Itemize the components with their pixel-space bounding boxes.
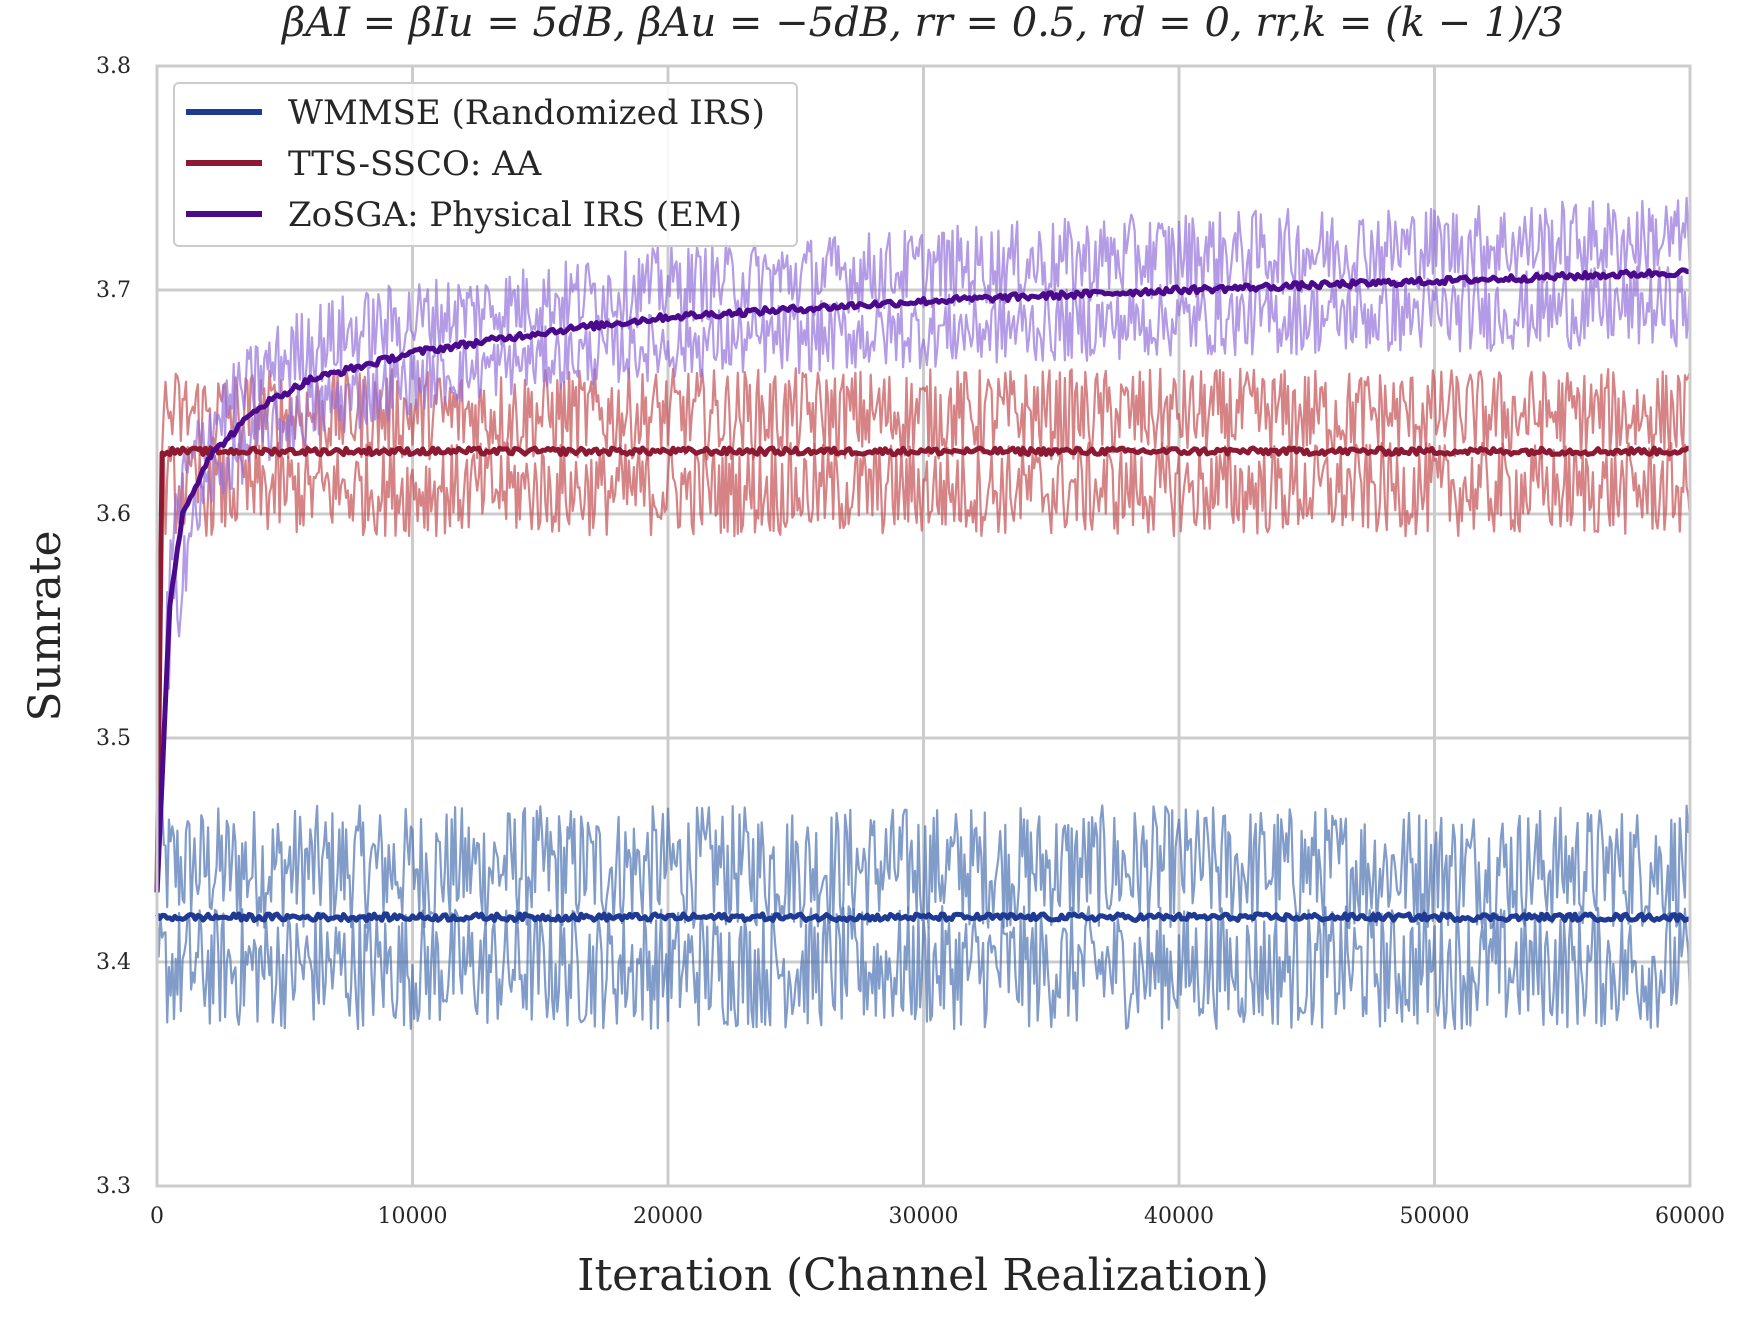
series-0-mean-line — [154, 911, 1691, 923]
legend-label: WMMSE (Randomized IRS) — [288, 93, 765, 133]
x-tick-labels: 0 10000 20000 30000 40000 50000 60000 — [150, 1204, 1725, 1229]
x-tick-label: 20000 — [633, 1204, 703, 1229]
series-2-noise-trace — [155, 196, 1692, 895]
y-axis-label: Sumrate — [20, 530, 71, 721]
y-tick-label: 3.7 — [96, 278, 131, 303]
y-tick-labels: 3.3 3.4 3.5 3.6 3.7 3.8 — [96, 54, 131, 1199]
y-tick-label: 3.5 — [96, 726, 131, 751]
plot-frame — [155, 64, 1692, 1188]
x-tick-label: 40000 — [1144, 1204, 1214, 1229]
chart-title: βAI = βIu = 5dB, βAu = −5dB, rr = 0.5, r… — [280, 0, 1564, 46]
y-tick-label: 3.3 — [96, 1174, 131, 1199]
x-tick-label: 30000 — [889, 1204, 959, 1229]
series-2-noise-trace — [155, 265, 1692, 895]
legend-label: ZoSGA: Physical IRS (EM) — [288, 195, 742, 235]
series-2-mean-line — [154, 267, 1691, 893]
x-tick-label: 0 — [150, 1204, 164, 1229]
x-tick-label: 10000 — [378, 1204, 448, 1229]
series-1-noise-trace — [155, 367, 1692, 895]
legend-label: TTS-SSCO: AA — [288, 144, 542, 184]
x-tick-label: 50000 — [1400, 1204, 1470, 1229]
series-lines — [154, 267, 1691, 923]
legend-box — [173, 82, 798, 247]
series-0-noise-trace — [155, 905, 1692, 1031]
x-axis-label: Iteration (Channel Realization) — [577, 1250, 1269, 1301]
y-tick-label: 3.6 — [96, 502, 131, 527]
x-tick-label: 60000 — [1655, 1204, 1725, 1229]
series-0-noise-trace — [155, 804, 1692, 930]
series-1-noise-trace — [155, 441, 1692, 895]
legend: WMMSE (Randomized IRS) TTS-SSCO: AA ZoSGA:… — [173, 82, 798, 247]
y-tick-label: 3.4 — [96, 950, 131, 975]
noise-bands — [155, 196, 1692, 1031]
y-tick-label: 3.8 — [96, 54, 131, 79]
series-1-mean-line — [154, 445, 1691, 893]
